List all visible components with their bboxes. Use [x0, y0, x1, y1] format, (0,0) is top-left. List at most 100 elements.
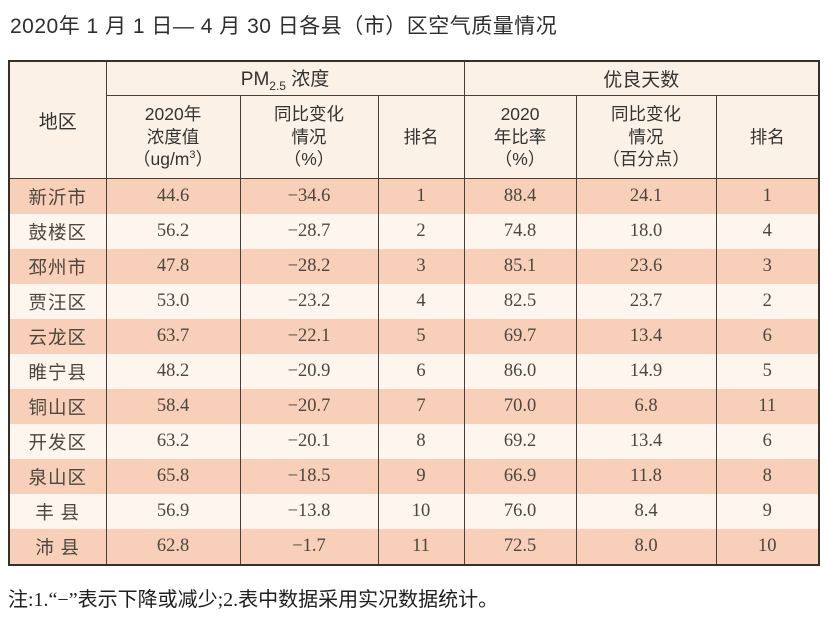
cell-pm-change: −1.7 [239, 529, 379, 565]
header-pm-value-line2: 浓度值 [146, 126, 200, 147]
cell-pm-rank: 5 [377, 319, 465, 354]
header-group-pm25: PM2.5 浓度 [105, 60, 465, 96]
cell-pm-rank: 4 [377, 284, 465, 319]
cell-good-ratio: 72.5 [463, 529, 577, 565]
header-region: 地区 [8, 60, 107, 179]
header-good-ratio: 2020 年比率 （%） [463, 95, 577, 179]
cell-good-rank: 10 [715, 529, 820, 565]
cell-region: 沛 县 [8, 529, 107, 565]
header-group-good-days: 优良天数 [463, 60, 820, 96]
cell-pm-value: 63.2 [105, 424, 241, 459]
cell-good-change: 18.0 [575, 214, 717, 249]
table-row: 新沂市 44.6 −34.6 1 88.4 24.1 1 [8, 178, 820, 214]
cell-good-change: 14.9 [575, 354, 717, 389]
cell-region: 铜山区 [8, 389, 107, 424]
header-good-change-line2: 情况 [628, 126, 664, 147]
header-good-ratio-line2: 年比率 [493, 126, 547, 147]
cell-good-ratio: 86.0 [463, 354, 577, 389]
cell-pm-value: 56.9 [105, 494, 241, 529]
cell-pm-rank: 7 [377, 389, 465, 424]
air-quality-table: 地区 PM2.5 浓度 优良天数 2020年 浓度值 （ug/m3） 同比变化 … [8, 60, 821, 566]
table-body: 新沂市 44.6 −34.6 1 88.4 24.1 1 鼓楼区 56.2 −2… [8, 178, 820, 565]
cell-good-change: 8.4 [575, 494, 717, 529]
table-row: 睢宁县 48.2 −20.9 6 86.0 14.9 5 [8, 354, 820, 389]
footnote: 注:1.“−”表示下降或减少;2.表中数据采用实况数据统计。 [8, 589, 499, 611]
cell-pm-change: −22.1 [239, 319, 379, 354]
cell-region: 丰 县 [8, 494, 107, 529]
cell-good-ratio: 70.0 [463, 389, 577, 424]
cell-pm-change: −23.2 [239, 284, 379, 319]
cell-pm-rank: 8 [377, 424, 465, 459]
cell-pm-value: 48.2 [105, 354, 241, 389]
table-row: 鼓楼区 56.2 −28.7 2 74.8 18.0 4 [8, 214, 820, 249]
cell-good-rank: 6 [715, 319, 820, 354]
table-header: 地区 PM2.5 浓度 优良天数 2020年 浓度值 （ug/m3） 同比变化 … [8, 60, 820, 179]
cell-pm-rank: 11 [377, 529, 465, 565]
header-good-change-line1: 同比变化 [611, 103, 682, 124]
cell-good-ratio: 66.9 [463, 459, 577, 494]
cell-good-ratio: 85.1 [463, 249, 577, 284]
cell-good-rank: 9 [715, 494, 820, 529]
cell-pm-change: −34.6 [239, 178, 379, 214]
cell-pm-value: 58.4 [105, 389, 241, 424]
pm25-label-subscript: 2.5 [269, 78, 286, 93]
header-sub-row: 2020年 浓度值 （ug/m3） 同比变化 情况 （%） 排名 2020 年比… [9, 95, 820, 179]
cell-good-ratio: 69.7 [463, 319, 577, 354]
header-good-change: 同比变化 情况 （百分点） [575, 95, 717, 179]
cell-pm-change: −28.7 [239, 214, 379, 249]
header-good-change-line3: （百分点） [602, 149, 690, 170]
header-pm-change-line3: （%） [283, 149, 335, 170]
cell-pm-rank: 2 [377, 214, 465, 249]
header-pm-change: 同比变化 情况 （%） [239, 95, 379, 179]
table-row: 邳州市 47.8 −28.2 3 85.1 23.6 3 [8, 249, 820, 284]
cell-good-change: 6.8 [575, 389, 717, 424]
cell-good-change: 8.0 [575, 529, 717, 565]
cell-pm-value: 44.6 [105, 178, 241, 214]
cell-pm-change: −20.1 [239, 424, 379, 459]
header-pm-value: 2020年 浓度值 （ug/m3） [105, 95, 241, 179]
pm25-label-suffix: 浓度 [285, 69, 330, 91]
table-row: 沛 县 62.8 −1.7 11 72.5 8.0 10 [8, 529, 820, 565]
unit-prefix: （ug/m [132, 149, 190, 170]
cell-good-rank: 1 [715, 178, 820, 214]
table-row: 铜山区 58.4 −20.7 7 70.0 6.8 11 [8, 389, 820, 424]
cell-good-rank: 11 [715, 389, 820, 424]
header-pm-value-line3: （ug/m3） [107, 148, 240, 171]
cell-region: 云龙区 [8, 319, 107, 354]
header-pm-change-line1: 同比变化 [274, 103, 344, 124]
cell-pm-value: 53.0 [105, 284, 241, 319]
header-group-row: 地区 PM2.5 浓度 优良天数 [8, 60, 820, 179]
table-row: 丰 县 56.9 −13.8 10 76.0 8.4 9 [8, 494, 820, 529]
header-region-label: 地区 [38, 111, 77, 133]
cell-pm-rank: 1 [377, 178, 465, 214]
cell-good-ratio: 74.8 [463, 214, 577, 249]
cell-good-ratio: 82.5 [463, 284, 577, 319]
cell-pm-value: 62.8 [105, 529, 241, 565]
cell-pm-value: 65.8 [105, 459, 241, 494]
header-good-rank: 排名 [715, 95, 820, 179]
cell-good-rank: 4 [715, 214, 820, 249]
header-good-ratio-line3: （%） [494, 149, 546, 170]
table-row: 云龙区 63.7 −22.1 5 69.7 13.4 6 [8, 319, 820, 354]
table-row: 贾汪区 53.0 −23.2 4 82.5 23.7 2 [8, 284, 820, 319]
table-row: 泉山区 65.8 −18.5 9 66.9 11.8 8 [8, 459, 820, 494]
header-good-ratio-line1: 2020 [500, 103, 540, 124]
cell-pm-change: −20.9 [239, 354, 379, 389]
cell-pm-value: 56.2 [105, 214, 241, 249]
cell-good-change: 11.8 [575, 459, 717, 494]
page-title: 2020年 1 月 1 日— 4 月 30 日各县（市）区空气质量情况 [10, 15, 558, 38]
cell-good-change: 24.1 [575, 178, 717, 214]
cell-pm-change: −18.5 [239, 459, 379, 494]
cell-good-ratio: 88.4 [463, 178, 577, 214]
cell-good-rank: 6 [715, 424, 820, 459]
cell-pm-change: −13.8 [239, 494, 379, 529]
unit-superscript: 3 [189, 149, 196, 162]
cell-region: 泉山区 [8, 459, 107, 494]
cell-region: 开发区 [8, 424, 107, 459]
cell-good-rank: 2 [715, 284, 820, 319]
cell-pm-rank: 10 [377, 494, 465, 529]
unit-suffix: ） [195, 149, 214, 170]
cell-good-rank: 8 [715, 459, 820, 494]
pm25-label-prefix: PM [240, 69, 270, 91]
cell-pm-value: 47.8 [105, 249, 241, 284]
